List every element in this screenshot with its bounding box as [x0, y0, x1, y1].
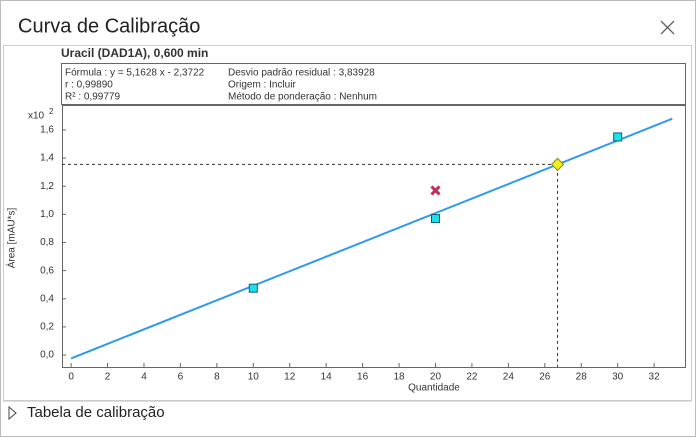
chart-title: Uracil (DAD1A), 0,600 min [61, 46, 208, 60]
info-text: Origem : Incluir [228, 80, 296, 91]
x-tick-label: 6 [178, 372, 184, 383]
plot-area [62, 105, 686, 368]
y-tick-label: 0,2 [40, 322, 54, 333]
x-tick-label: 22 [466, 372, 478, 383]
x-tick-label: 30 [612, 372, 624, 383]
x-tick-label: 18 [393, 372, 405, 383]
dialog-title: Curva de Calibração [18, 15, 200, 37]
info-text: R² : 0,99779 [65, 92, 120, 103]
x-tick-label: 20 [430, 372, 442, 383]
x-tick-label: 32 [649, 372, 661, 383]
y-tick-label: 0,6 [40, 265, 54, 276]
footer-label[interactable]: Tabela de calibração [27, 404, 165, 421]
y-tick-label: 1,4 [40, 153, 54, 164]
x-tick-label: 10 [248, 372, 260, 383]
info-text: Fórmula : y = 5,1628 x - 2,3722 [65, 68, 205, 79]
x-tick-label: 14 [321, 372, 333, 383]
y-tick-label: 1,2 [40, 181, 54, 192]
calibration-point [430, 214, 440, 224]
y-tick-label: 0,0 [40, 350, 54, 361]
y-tick-label: 0,4 [40, 293, 54, 304]
x-tick-label: 2 [105, 372, 111, 383]
calibration-point [248, 283, 258, 293]
x-tick-label: 4 [141, 372, 147, 383]
close-button[interactable] [660, 20, 675, 35]
x-tick-label: 0 [68, 372, 74, 383]
sample-point [550, 157, 565, 172]
info-text: Desvio padrão residual : 3,83928 [228, 68, 375, 79]
fit-line [70, 117, 673, 360]
x-tick-label: 24 [503, 372, 515, 383]
info-text: r : 0,99890 [65, 80, 113, 91]
x-tick-label: 26 [539, 372, 551, 383]
y-tick-label: 1,6 [40, 125, 54, 136]
y-multiplier-exp: 2 [49, 107, 54, 116]
info-text: Método de ponderação : Nenhum [228, 92, 377, 103]
excluded-point [430, 185, 441, 196]
x-tick-label: 28 [576, 372, 588, 383]
y-tick-label: 1,0 [40, 209, 54, 220]
y-multiplier: x10 [28, 111, 45, 122]
x-tick-label: 12 [284, 372, 296, 383]
x-axis-title: Quantidade [408, 383, 460, 394]
chart-panel [3, 45, 692, 401]
x-tick-label: 16 [357, 372, 369, 383]
expand-toggle[interactable]: Tabela de calibração [8, 404, 165, 421]
y-axis-title: Área [mAU*s] [5, 207, 18, 268]
calibration-point [613, 132, 623, 142]
x-tick-label: 8 [214, 372, 220, 383]
y-tick-label: 0,8 [40, 237, 54, 248]
info-box [61, 63, 686, 105]
guide-line [62, 163, 559, 367]
